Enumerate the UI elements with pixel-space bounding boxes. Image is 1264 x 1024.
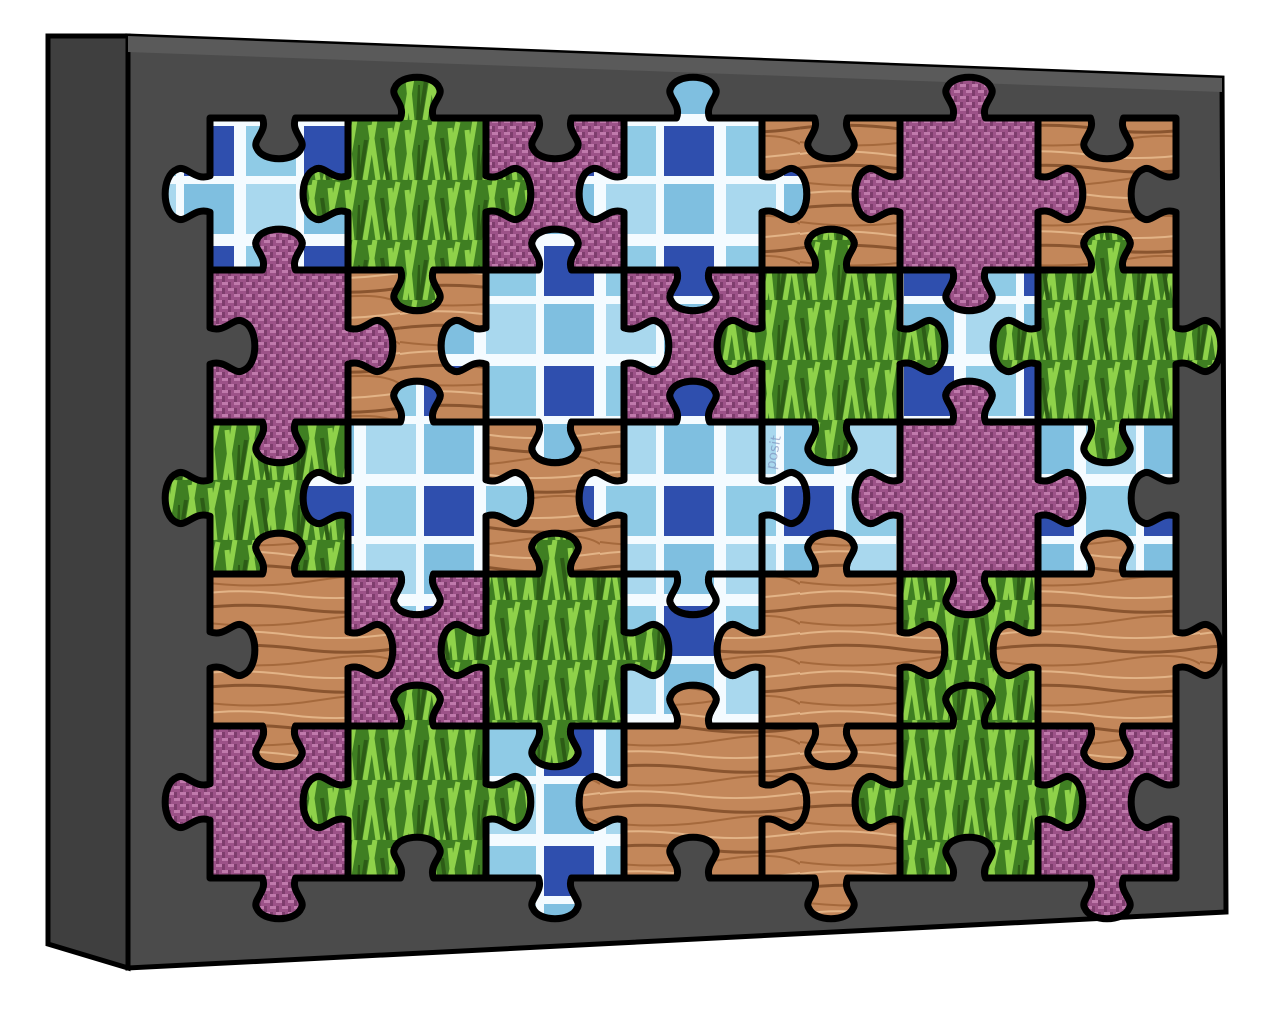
watermark-text: posit <box>763 434 785 471</box>
puzzle-pieces <box>161 73 1225 923</box>
box-side <box>45 33 131 972</box>
puzzle-piece-burlap[interactable] <box>1034 722 1180 923</box>
box-top-sheen <box>128 36 1222 92</box>
